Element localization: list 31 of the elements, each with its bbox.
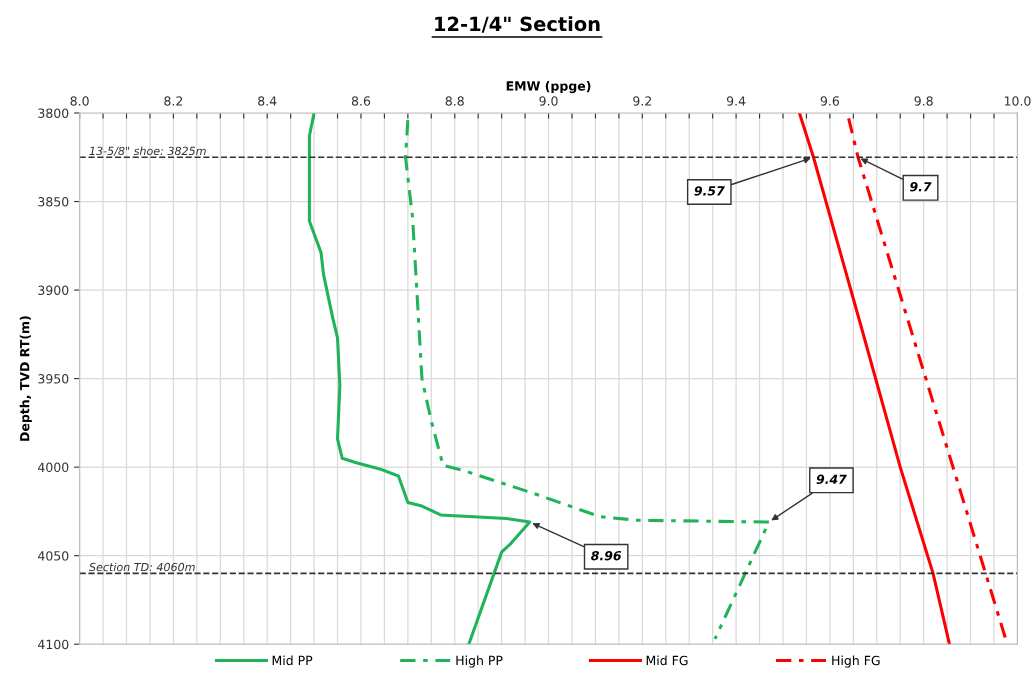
ref-line-label: 13-5/8" shoe: 3825m bbox=[89, 146, 206, 156]
legend-label: High FG bbox=[832, 655, 880, 668]
y-tick-label: 4100 bbox=[38, 639, 69, 650]
y-tick-label: 3950 bbox=[38, 374, 69, 384]
y-tick-label: 3900 bbox=[38, 285, 69, 295]
y-tick-label: 4000 bbox=[38, 462, 69, 473]
y-axis-title: Depth, TVD RT(m) bbox=[19, 316, 32, 441]
y-tick-label: 3800 bbox=[38, 108, 69, 118]
x-tick-label: 10.0 bbox=[1004, 96, 1031, 106]
annotation: 8.96 bbox=[591, 550, 622, 561]
x-tick-label: 8.0 bbox=[70, 96, 89, 106]
y-tick-label: 4050 bbox=[38, 551, 69, 561]
x-tick-label: 8.6 bbox=[351, 96, 371, 106]
chart-title: 12-1/4" Section bbox=[435, 16, 600, 33]
legend-label: Mid PP bbox=[272, 655, 313, 666]
annotation: 9.7 bbox=[909, 182, 932, 192]
x-tick-label: 9.2 bbox=[633, 96, 652, 106]
y-tick-label: 3850 bbox=[38, 197, 69, 207]
x-axis-title: EMW (ppge) bbox=[506, 81, 591, 94]
legend-label: High PP bbox=[456, 655, 503, 668]
x-tick-label: 9.0 bbox=[539, 96, 558, 106]
x-tick-label: 8.4 bbox=[258, 96, 277, 106]
ref-line-label: Section TD: 4060m bbox=[89, 562, 195, 572]
legend-label: Mid FG bbox=[646, 655, 688, 666]
x-tick-label: 8.2 bbox=[164, 96, 183, 106]
x-tick-label: 9.6 bbox=[820, 96, 840, 106]
annotation: 9.47 bbox=[816, 474, 847, 485]
x-tick-label: 8.8 bbox=[445, 96, 464, 106]
annotation: 9.57 bbox=[694, 186, 725, 196]
x-tick-label: 9.4 bbox=[726, 96, 746, 106]
x-tick-label: 9.8 bbox=[914, 96, 933, 106]
